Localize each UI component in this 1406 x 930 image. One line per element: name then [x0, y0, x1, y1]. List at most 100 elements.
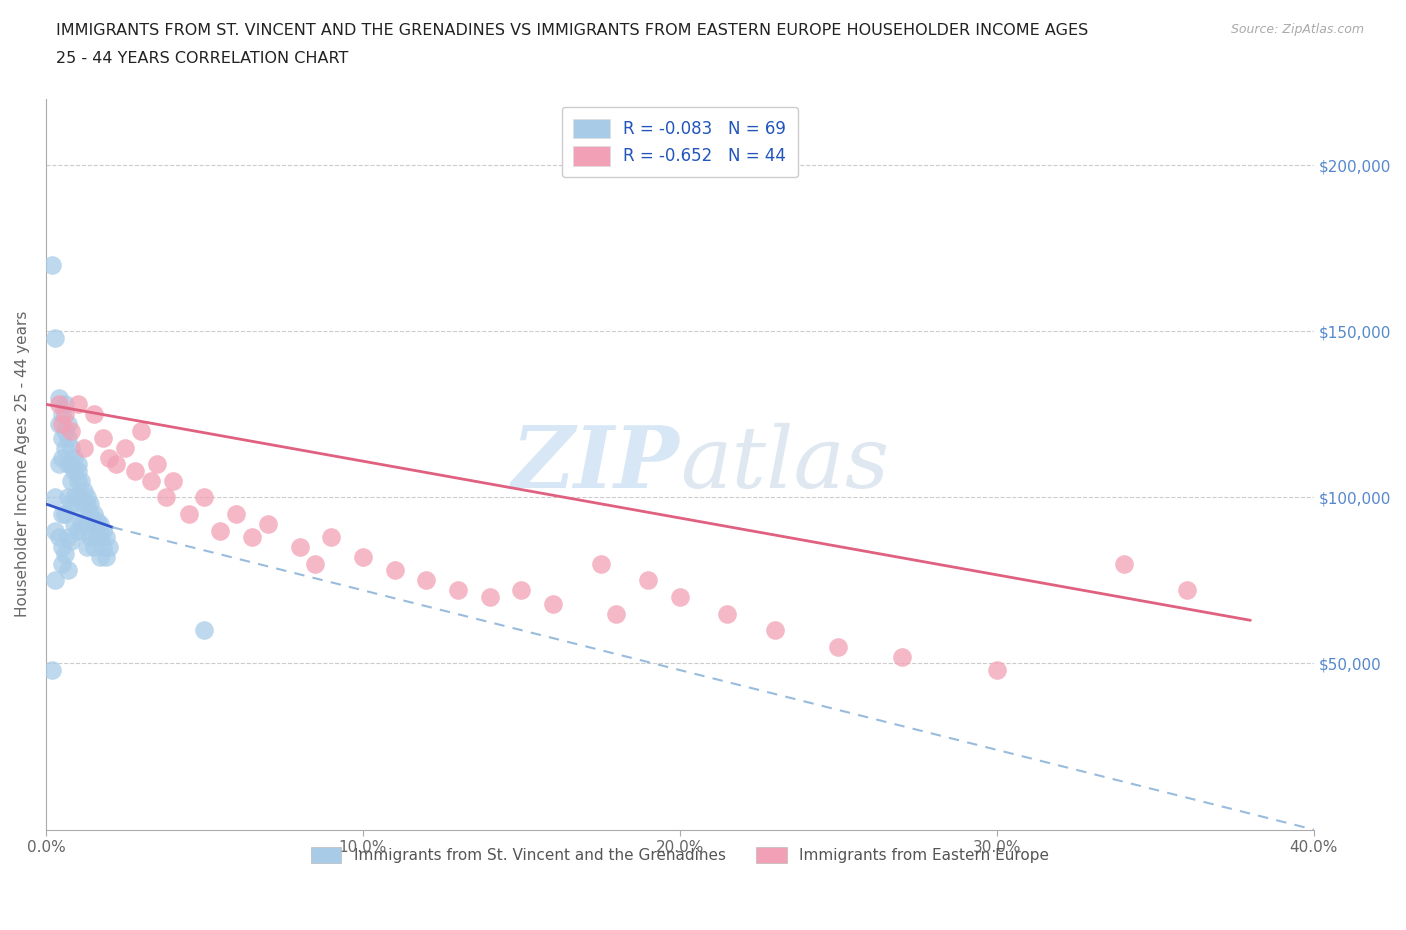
Point — [66, 500, 89, 515]
Point — [79, 507, 101, 522]
Legend: Immigrants from St. Vincent and the Grenadines, Immigrants from Eastern Europe: Immigrants from St. Vincent and the Gren… — [305, 842, 1054, 870]
Point — [1175, 583, 1198, 598]
Point — [63, 463, 86, 478]
Point — [669, 590, 692, 604]
Point — [139, 473, 162, 488]
Point — [104, 457, 127, 472]
Point — [510, 583, 533, 598]
Point — [129, 423, 152, 438]
Point — [447, 583, 470, 598]
Point — [79, 497, 101, 512]
Point — [48, 457, 70, 472]
Point — [60, 533, 83, 548]
Point — [193, 490, 215, 505]
Point — [541, 596, 564, 611]
Point — [41, 258, 63, 272]
Point — [98, 450, 121, 465]
Point — [89, 516, 111, 531]
Point — [83, 539, 105, 554]
Point — [51, 406, 73, 421]
Point — [69, 490, 91, 505]
Point — [146, 457, 169, 472]
Point — [177, 507, 200, 522]
Text: atlas: atlas — [681, 423, 889, 506]
Point — [73, 484, 96, 498]
Point — [56, 417, 79, 432]
Point — [53, 440, 76, 455]
Point — [415, 573, 437, 588]
Point — [384, 563, 406, 578]
Point — [48, 397, 70, 412]
Text: ZIP: ZIP — [512, 422, 681, 506]
Point — [56, 563, 79, 578]
Point — [56, 530, 79, 545]
Point — [66, 463, 89, 478]
Point — [66, 524, 89, 538]
Point — [60, 497, 83, 512]
Point — [44, 573, 66, 588]
Point — [56, 431, 79, 445]
Point — [91, 524, 114, 538]
Point — [76, 539, 98, 554]
Text: IMMIGRANTS FROM ST. VINCENT AND THE GRENADINES VS IMMIGRANTS FROM EASTERN EUROPE: IMMIGRANTS FROM ST. VINCENT AND THE GREN… — [56, 23, 1088, 38]
Point — [66, 490, 89, 505]
Point — [478, 590, 501, 604]
Point — [69, 473, 91, 488]
Point — [44, 490, 66, 505]
Point — [86, 530, 108, 545]
Point — [44, 330, 66, 345]
Point — [890, 649, 912, 664]
Text: 25 - 44 YEARS CORRELATION CHART: 25 - 44 YEARS CORRELATION CHART — [56, 51, 349, 66]
Point — [66, 473, 89, 488]
Point — [53, 397, 76, 412]
Point — [304, 556, 326, 571]
Point — [76, 497, 98, 512]
Point — [66, 457, 89, 472]
Point — [288, 539, 311, 554]
Point — [41, 663, 63, 678]
Point — [209, 524, 232, 538]
Point — [91, 431, 114, 445]
Point — [321, 530, 343, 545]
Point — [1112, 556, 1135, 571]
Point — [73, 497, 96, 512]
Point — [240, 530, 263, 545]
Point — [56, 490, 79, 505]
Point — [89, 530, 111, 545]
Point — [716, 606, 738, 621]
Point — [155, 490, 177, 505]
Point — [98, 539, 121, 554]
Point — [986, 663, 1008, 678]
Point — [63, 490, 86, 505]
Point — [63, 516, 86, 531]
Point — [51, 431, 73, 445]
Point — [637, 573, 659, 588]
Point — [114, 440, 136, 455]
Text: Source: ZipAtlas.com: Source: ZipAtlas.com — [1230, 23, 1364, 36]
Point — [96, 530, 118, 545]
Point — [48, 530, 70, 545]
Point — [73, 440, 96, 455]
Point — [73, 524, 96, 538]
Point — [79, 530, 101, 545]
Point — [51, 556, 73, 571]
Point — [827, 640, 849, 655]
Point — [225, 507, 247, 522]
Point — [60, 473, 83, 488]
Point — [83, 406, 105, 421]
Point — [53, 547, 76, 562]
Point — [60, 457, 83, 472]
Point — [76, 490, 98, 505]
Point — [124, 463, 146, 478]
Point — [53, 423, 76, 438]
Point — [51, 417, 73, 432]
Point — [193, 623, 215, 638]
Point — [48, 417, 70, 432]
Point — [69, 516, 91, 531]
Point — [53, 406, 76, 421]
Point — [44, 524, 66, 538]
Point — [51, 450, 73, 465]
Point — [48, 391, 70, 405]
Y-axis label: Householder Income Ages 25 - 44 years: Householder Income Ages 25 - 44 years — [15, 311, 30, 618]
Point — [91, 539, 114, 554]
